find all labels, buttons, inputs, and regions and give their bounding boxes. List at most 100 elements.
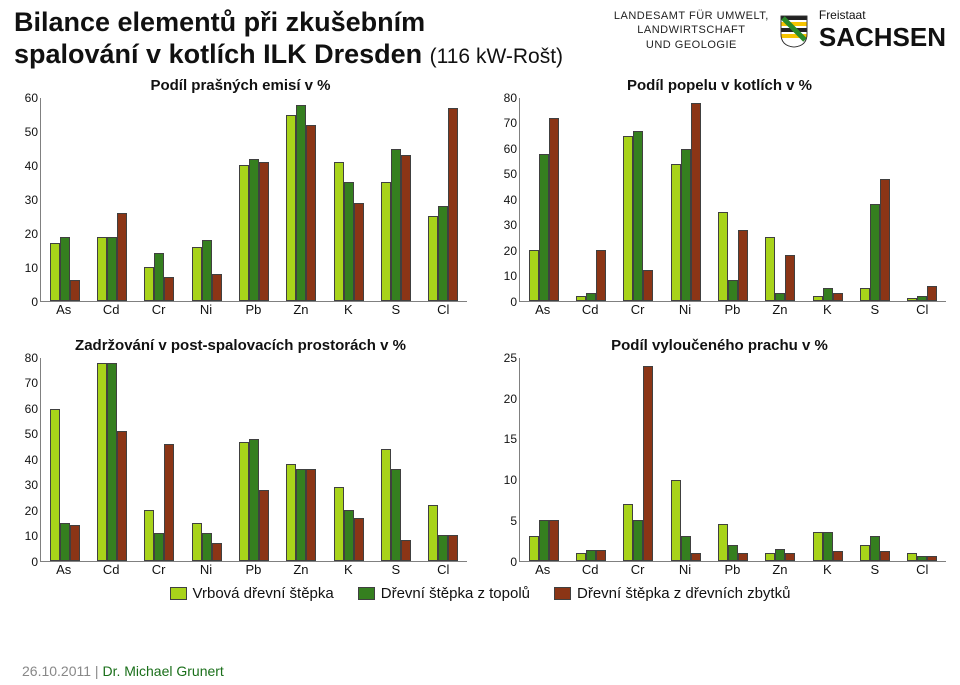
chart-ash: Podíl popelu v kotlích v % 01020304050607… (493, 77, 946, 317)
bar (70, 525, 80, 561)
bar-group (851, 98, 898, 301)
x-label: S (372, 302, 419, 317)
x-label: Ni (661, 562, 708, 577)
footer: 26.10.2011 | Dr. Michael Grunert (22, 663, 224, 679)
plot-area: 01020304050607080 (14, 358, 467, 562)
bar (239, 165, 249, 300)
bar (549, 520, 559, 561)
bar (870, 204, 880, 300)
bar (50, 243, 60, 301)
bar (738, 230, 748, 301)
x-label: Cl (420, 302, 467, 317)
chart-title: Podíl vyloučeného prachu v % (493, 337, 946, 354)
legend-swatch (554, 587, 571, 600)
bar (334, 487, 344, 561)
page-title: Bilance elementů při zkušebním spalování… (14, 6, 563, 71)
x-label: Zn (277, 562, 324, 577)
bar (344, 182, 354, 300)
bar (917, 556, 927, 561)
bar (775, 549, 785, 561)
bar-group (41, 98, 88, 301)
bar (438, 206, 448, 301)
bar (907, 553, 917, 561)
y-tick: 25 (504, 351, 517, 365)
bar (70, 280, 80, 300)
bar (154, 533, 164, 561)
legend-item: Dřevní štěpka z topolů (358, 585, 530, 602)
y-tick: 60 (25, 402, 38, 416)
bar (401, 155, 411, 300)
state-name: Freistaat SACHSEN (819, 8, 946, 53)
bar-group (88, 358, 135, 561)
y-axis: 01020304050607080 (493, 98, 519, 302)
y-tick: 40 (504, 193, 517, 207)
bar (438, 535, 448, 560)
bar (833, 293, 843, 301)
x-label: As (519, 562, 566, 577)
y-tick: 20 (25, 227, 38, 241)
bar-group (520, 98, 567, 301)
x-label: Cl (899, 562, 946, 577)
chart-title: Zadržování v post-spalovacích prostorách… (14, 337, 467, 354)
bar (107, 363, 117, 561)
plot (40, 358, 467, 562)
bar (596, 550, 606, 561)
bar (927, 286, 937, 301)
y-tick: 0 (510, 555, 517, 569)
bar (728, 280, 738, 300)
bar-group (899, 358, 946, 561)
x-label: Cr (614, 302, 661, 317)
bar-group (372, 98, 419, 301)
bar-group (136, 98, 183, 301)
bar-group (183, 98, 230, 301)
bar-group (709, 98, 756, 301)
bar (813, 532, 823, 560)
bar (448, 108, 458, 301)
plot-area: 0102030405060 (14, 98, 467, 302)
bar-group (230, 358, 277, 561)
y-tick: 20 (25, 504, 38, 518)
x-label: Ni (661, 302, 708, 317)
bar (917, 296, 927, 301)
bar (633, 520, 643, 561)
bar (296, 469, 306, 560)
bar-group (136, 358, 183, 561)
bar-group (230, 98, 277, 301)
bar (259, 490, 269, 561)
bar (60, 237, 70, 301)
bar (202, 533, 212, 561)
bar-group (325, 358, 372, 561)
bar-group (278, 98, 325, 301)
bar (728, 545, 738, 561)
bar (334, 162, 344, 301)
bar (576, 296, 586, 301)
bar (354, 518, 364, 561)
bar (306, 125, 316, 301)
bar (144, 510, 154, 561)
legend-swatch (358, 587, 375, 600)
y-tick: 30 (25, 193, 38, 207)
y-tick: 80 (504, 91, 517, 105)
x-label: Cr (135, 302, 182, 317)
header: Bilance elementů při zkušebním spalování… (14, 6, 946, 71)
bar (391, 149, 401, 301)
plot (519, 98, 946, 302)
bar (880, 551, 890, 561)
bar (259, 162, 269, 301)
bar (671, 164, 681, 301)
y-tick: 0 (31, 295, 38, 309)
bar-group (372, 358, 419, 561)
x-label: Pb (709, 562, 756, 577)
bar-group (88, 98, 135, 301)
y-tick: 40 (25, 453, 38, 467)
chart-emissions: Podíl prašných emisí v %0102030405060AsC… (14, 77, 467, 317)
x-label: Ni (182, 562, 229, 577)
bar-group (757, 358, 804, 561)
x-label: Cr (135, 562, 182, 577)
y-axis: 0510152025 (493, 358, 519, 562)
x-label: Cr (614, 562, 661, 577)
x-label: S (372, 562, 419, 577)
bar (144, 267, 154, 301)
chart-title: Podíl popelu v kotlích v % (493, 77, 946, 94)
bar-group (851, 358, 898, 561)
